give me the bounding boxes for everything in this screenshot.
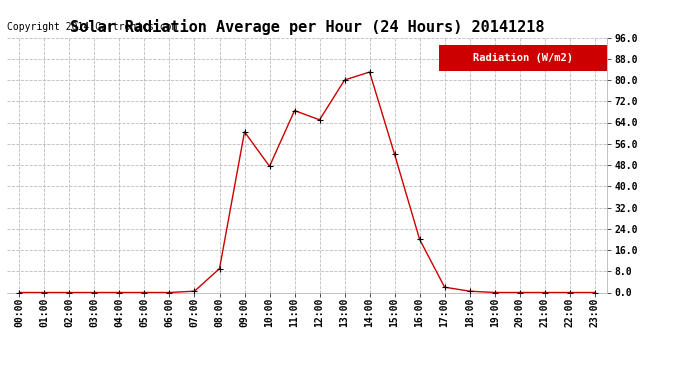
Bar (439, 45, 607, 70)
Text: Copyright 2014 Cartronics.com: Copyright 2014 Cartronics.com (7, 22, 177, 32)
Title: Solar Radiation Average per Hour (24 Hours) 20141218: Solar Radiation Average per Hour (24 Hou… (70, 19, 544, 35)
Text: Radiation (W/m2): Radiation (W/m2) (473, 53, 573, 63)
